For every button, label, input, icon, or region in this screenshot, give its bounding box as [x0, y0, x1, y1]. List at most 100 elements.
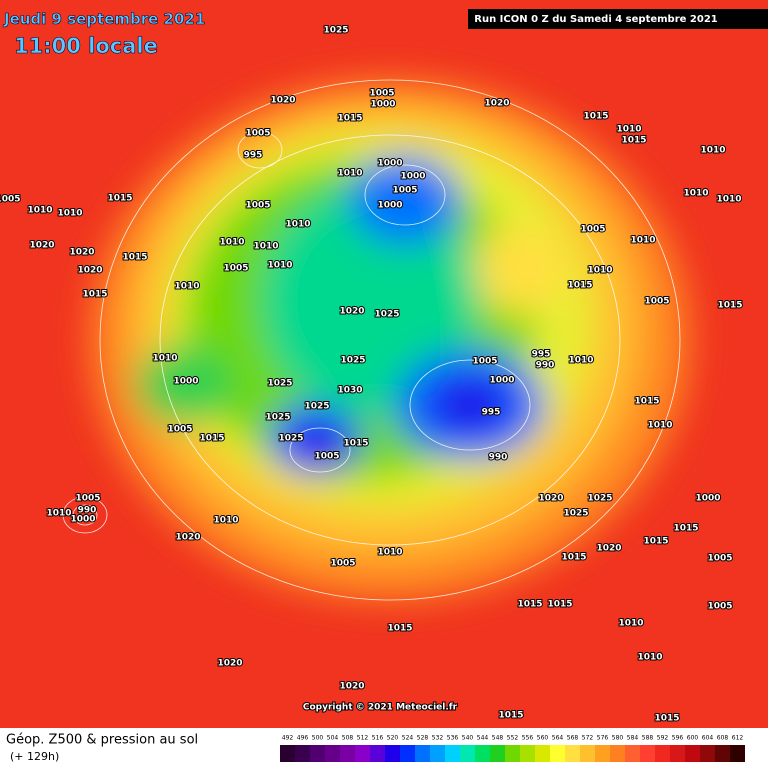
colorbar-swatch	[460, 745, 475, 762]
pressure-label: 1005	[314, 452, 339, 462]
colorbar-swatch	[685, 745, 700, 762]
colorbar-label: 556	[522, 735, 534, 742]
legend: Géop. Z500 & pression au sol (+ 129h) 49…	[6, 733, 745, 763]
pressure-labels: 1025 1020 1005 1000 1020 1015 1015 1010 1015 1005…	[0, 25, 744, 725]
colorbar-label: 528	[417, 735, 429, 742]
pressure-label: 1010	[637, 653, 662, 663]
colorbar-swatch	[355, 745, 370, 762]
pressure-label: 1015	[517, 600, 542, 610]
pressure-label: 995	[532, 350, 551, 360]
pressure-label: 1010	[683, 189, 708, 199]
colorbar-swatch	[520, 745, 535, 762]
run: Run ICON 0 Z du Samedi 4 septembre 2021	[474, 14, 718, 25]
pressure-label: 1020	[175, 533, 200, 543]
pressure-label: 995	[482, 408, 501, 418]
colorbar-swatch	[385, 745, 400, 762]
pressure-label: 1010	[27, 206, 52, 216]
colorbar-swatch	[490, 745, 505, 762]
colorbar-swatch	[340, 745, 355, 762]
pressure-label: 1010	[57, 209, 82, 219]
pressure-label: 1000	[173, 377, 198, 387]
colorbar-swatch	[595, 745, 610, 762]
pressure-label: 1005	[245, 129, 270, 139]
pressure-label: 1005	[392, 186, 417, 196]
pressure-label: 1000	[377, 159, 402, 169]
pressure-label: 1000	[695, 494, 720, 504]
legend-lead: (+ 129h)	[10, 750, 59, 763]
colorbar-swatch	[715, 745, 730, 762]
pressure-label: 990	[78, 506, 97, 516]
pressure-label: 1020	[270, 96, 295, 106]
colorbar-label: 504	[327, 735, 339, 742]
time: 11:00 locale	[14, 34, 158, 58]
pressure-label: 1015	[107, 194, 132, 204]
pressure-label: 1025	[340, 356, 365, 366]
pressure-label: 1010	[267, 261, 292, 271]
colorbar-label: 500	[312, 735, 324, 742]
pressure-label: 1010	[377, 548, 402, 558]
colorbar-label: 540	[462, 735, 474, 742]
pressure-label: 1025	[323, 26, 348, 36]
pressure-label: 1010	[337, 169, 362, 179]
colorbar-swatch	[700, 745, 715, 762]
colorbar-swatch	[655, 745, 670, 762]
colorbar-label: 516	[372, 735, 384, 742]
pressure-label: 1020	[596, 544, 621, 554]
colorbar-label: 536	[447, 735, 459, 742]
pressure-label: 1005	[369, 89, 394, 99]
colorbar-swatch	[415, 745, 430, 762]
pressure-label: 1025	[278, 434, 303, 444]
pressure-label: 1005	[580, 225, 605, 235]
colorbar-label: 508	[342, 735, 354, 742]
colorbar-label: 492	[282, 735, 294, 742]
pressure-label: 990	[536, 361, 555, 371]
pressure-label: 1015	[387, 624, 412, 634]
pressure-label: 1000	[70, 515, 95, 525]
pressure-label: 1010	[700, 146, 725, 156]
pressure-label: 1015	[561, 553, 586, 563]
pressure-label: 1005	[707, 602, 732, 612]
pressure-label: 1015	[199, 434, 224, 444]
colorbar-swatch	[625, 745, 640, 762]
pressure-label: 1025	[265, 413, 290, 423]
pressure-label: 1015	[654, 714, 679, 724]
pressure-label: 1010	[716, 195, 741, 205]
height-field	[90, 80, 690, 600]
colorbar-swatch	[310, 745, 325, 762]
colorbar-swatch	[550, 745, 565, 762]
pressure-label: 995	[244, 151, 263, 161]
colorbar-label: 564	[552, 735, 564, 742]
colorbar-swatch	[670, 745, 685, 762]
pressure-label: 1005	[644, 297, 669, 307]
colorbar-label: 496	[297, 735, 309, 742]
pressure-label: 1010	[152, 354, 177, 364]
colorbar-swatch	[565, 745, 580, 762]
pressure-label: 1010	[647, 421, 672, 431]
pressure-label: 1015	[122, 253, 147, 263]
colorbar-swatch	[325, 745, 340, 762]
pressure-label: 1005	[245, 201, 270, 211]
colorbar-swatch	[640, 745, 655, 762]
pressure-label: 1005	[330, 559, 355, 569]
pressure-label: 1015	[583, 112, 608, 122]
colorbar-swatch	[400, 745, 415, 762]
legend-title: Géop. Z500 & pression au sol	[6, 733, 198, 748]
colorbar-swatch	[295, 745, 310, 762]
colorbar-swatch	[280, 745, 295, 762]
colorbar-label: 544	[477, 735, 489, 742]
colorbar-label: 592	[657, 735, 669, 742]
pressure-label: 1015	[337, 114, 362, 124]
colorbar-label: 608	[717, 735, 729, 742]
colorbar-label: 596	[672, 735, 684, 742]
pressure-label: 1010	[618, 619, 643, 629]
pressure-label: 1010	[46, 509, 71, 519]
colorbar-label: 588	[642, 735, 654, 742]
colorbar-swatch	[430, 745, 445, 762]
colorbar-label: 576	[597, 735, 609, 742]
pressure-label: 1030	[337, 386, 362, 396]
pressure-label: 1025	[267, 379, 292, 389]
pressure-label: 990	[489, 453, 508, 463]
run-box	[468, 9, 768, 29]
pressure-label: 1010	[587, 266, 612, 276]
